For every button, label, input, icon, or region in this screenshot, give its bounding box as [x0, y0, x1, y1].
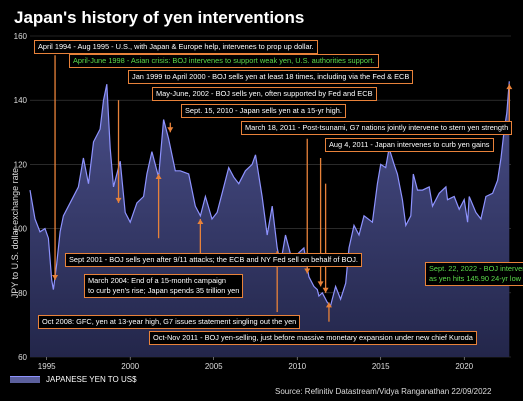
x-tick-label-2020: 2020	[455, 362, 473, 371]
pointer-head-ann2011mar	[317, 281, 324, 287]
annotation-2004: March 2004: End of a 15-month campaign t…	[84, 274, 244, 298]
y-tick-label-160: 160	[14, 32, 28, 41]
annotation-1998: April-June 1998 - Asian crisis: BOJ inte…	[69, 54, 379, 68]
x-tick-label-2005: 2005	[205, 362, 223, 371]
annotation-2011-nov: Oct-Nov 2011 - BOJ yen-selling, just bef…	[149, 331, 477, 345]
y-tick-label-120: 120	[14, 160, 28, 169]
x-tick-label-2000: 2000	[121, 362, 139, 371]
y-tick-label-140: 140	[14, 96, 28, 105]
pointer-head-ann1999	[115, 197, 122, 203]
pointer-head-ann2002	[167, 127, 174, 133]
annotation-1994-1995: April 1994 - Aug 1995 - U.S., with Japan…	[34, 40, 318, 54]
x-tick-label-2015: 2015	[372, 362, 390, 371]
x-tick-label-2010: 2010	[288, 362, 306, 371]
x-tick-label-1995: 1995	[38, 362, 56, 371]
annotation-2011-aug: Aug 4, 2011 - Japan intervenes to curb y…	[325, 138, 494, 152]
pointer-head-ann2010	[304, 268, 311, 274]
pointer-head-ann2011nov	[325, 302, 332, 308]
pointer-head-ann1994	[52, 274, 59, 280]
legend-label: JAPANESE YEN TO US$	[46, 375, 137, 384]
pointer-head-ann2011aug	[322, 287, 329, 293]
y-axis-label: JPY to U.S. dollar exchange rate	[10, 167, 20, 299]
annotation-2008: Oct 2008: GFC, yen at 13-year high, G7 i…	[38, 315, 301, 329]
pointer-head-ann2004	[197, 218, 204, 224]
annotation-1999-2000: Jan 1999 to April 2000 - BOJ sells yen a…	[128, 70, 414, 84]
series-line-jpy	[29, 81, 510, 307]
annotation-2011-march: March 18, 2011 - Post-tsunami, G7 nation…	[241, 121, 513, 135]
pointer-head-ann2022	[506, 84, 513, 90]
annotation-2022: Sept. 22, 2022 - BOJ intervenes as yen h…	[425, 262, 523, 286]
y-tick-label-100: 100	[14, 225, 28, 234]
source-note: Source: Refinitiv Datastream/Vidya Ranga…	[275, 387, 492, 396]
y-tick-label-60: 60	[18, 353, 27, 362]
legend: JAPANESE YEN TO US$	[10, 375, 137, 384]
chart-title: Japan's history of yen interventions	[14, 8, 305, 27]
annotation-2002: May-June, 2002 - BOJ sells yen, often su…	[152, 87, 377, 101]
legend-swatch	[10, 376, 40, 384]
y-tick-label-80: 80	[18, 289, 27, 298]
annotation-2010: Sept. 15, 2010 - Japan sells yen at a 15…	[181, 104, 346, 118]
annotation-2001: Sept 2001 - BOJ sells yen after 9/11 att…	[65, 253, 362, 267]
pointer-head-ann2001	[155, 174, 162, 180]
